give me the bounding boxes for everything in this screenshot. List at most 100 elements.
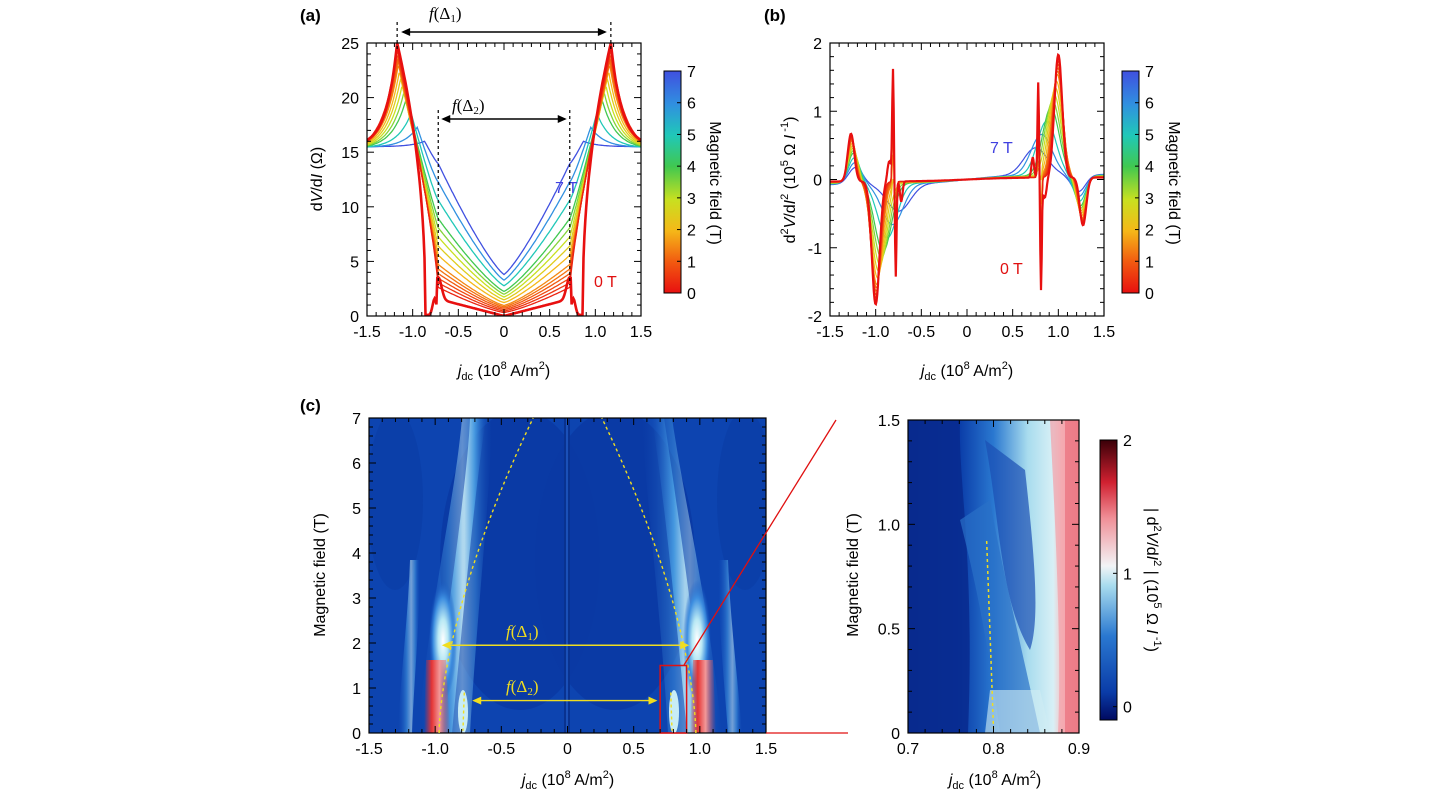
annotation-delta1-c: f(Δ1) [506,622,539,643]
plot-a-xlabel: jdc (108 A/m2) [456,360,550,383]
y-tick-label: 15 [341,145,359,162]
colorbar-tick-label: 2 [1123,433,1132,450]
colorbar-tick-label: 0 [687,286,696,303]
colorbar-tick-label: 1 [687,254,696,271]
heatmap-zoom [908,420,1079,733]
x-tick-label: 0 [500,324,509,341]
y-tick-label: 2 [813,36,822,53]
colorbar-tick-label: 4 [687,159,696,176]
annotation-delta2-a: f(Δ2) [452,96,485,117]
heatmap-main-ticks: -1.5 -1.0 -0.5 0 0.5 1.0 1.5 0 1 2 3 4 5 6 7 [352,411,777,758]
curve-a-5T [367,112,641,287]
y-tick-label: 1.5 [878,413,900,430]
colorbar-tick-label: 6 [687,96,696,113]
arrow-delta1-c-head-left [441,641,451,650]
y-tick-label: -1 [808,241,822,258]
y-tick-label: 20 [341,91,359,108]
x-tick-label: 0 [963,324,972,341]
x-tick-label: 1.5 [755,741,777,758]
xlabel-units: (10 [477,363,500,380]
colorbar-a-ticks: 0 1 2 3 4 5 6 7 [677,64,696,303]
colorbar-tick-label: 0 [1145,286,1154,303]
svg-text:jdc (108 A/m2): jdc (108 A/m2) [919,360,1013,383]
heatmap-main-xlabel: jdc (108 A/m2) [520,769,614,792]
colorbar-c [1099,439,1118,721]
y-tick-label: 1 [813,104,822,121]
colorbar-b [1121,70,1140,294]
annotation-delta2-c: f(Δ2) [506,677,539,698]
y-tick-label: 0 [350,309,359,326]
colorbar-c-label: | d2V/dI2 | (105 Ω I -1) [1143,508,1163,652]
heatmap-main-ylabel: Magnetic field (T) [312,513,329,637]
arrow-delta2-c-head-right [648,696,658,705]
label-7T-b: 7 T [990,140,1013,157]
colorbar-tick-label: 4 [1145,159,1154,176]
curve-b-0T [830,52,1104,307]
y-tick-label: 1 [352,681,361,698]
xlabel-sub: dc [461,371,473,383]
colorbar-tick-label: 7 [687,64,696,81]
x-tick-label: 0 [563,741,572,758]
curve-a-4T [367,98,641,293]
y-tick-label: 6 [352,456,361,473]
plot-a-ylabel: dV/dI (Ω) [309,147,326,211]
colorbar-tick-label: 6 [1145,96,1154,113]
y-tick-label: -2 [808,309,822,326]
y-tick-label: 5 [352,501,361,518]
x-tick-label: -1.0 [421,741,449,758]
arrow-delta1-c-head-right [680,641,690,650]
x-tick-label: -1.5 [816,324,844,341]
label-0T-a: 0 T [594,274,617,291]
y-tick-label: 25 [341,36,359,53]
colorbar-b-label: Magnetic field (T) [1165,121,1182,245]
x-tick-label: 1.0 [1047,324,1069,341]
x-tick-label: 0.5 [1002,324,1024,341]
guide-delta2-c [670,692,673,731]
plot-b-ticks: -1.5 -1.0 -0.5 0 0.5 1.0 1.5 -2 -1 0 1 2 [808,36,1115,341]
plot-b-xlabel: jdc (108 A/m2) [919,360,1013,383]
svg-text:jdc (108 A/m2): jdc (108 A/m2) [947,769,1041,792]
y-tick-label: 7 [352,411,361,428]
x-tick-label: 0.5 [539,324,561,341]
colorbar-tick-label: 1 [1123,566,1132,583]
colorbar-tick-label: 5 [687,127,696,144]
colorbar-tick-label: 2 [687,223,696,240]
guide-delta2-zoom [985,540,995,729]
arrow-delta1-a-head-left [401,28,411,36]
guide-delta2-c [462,692,465,731]
x-tick-label: 0.9 [1068,741,1090,758]
y-tick-label: 3 [352,591,361,608]
x-tick-label: 0.5 [623,741,645,758]
heatmap-zoom-xlabel: jdc (108 A/m2) [947,769,1041,792]
y-tick-label: 2 [352,636,361,653]
plot-b-ylabel: d2V/dI2 (105 Ω I -1) [779,117,799,244]
y-tick-label: 0.5 [878,622,900,639]
arrow-delta2-c-head-left [472,696,482,705]
svg-text:jdc (108 A/m2): jdc (108 A/m2) [520,769,614,792]
heatmap-zoom-annotations [985,540,995,729]
y-tick-label: 5 [350,254,359,271]
x-tick-label: -1.5 [353,324,381,341]
x-tick-label: -0.5 [908,324,936,341]
zoom-connector-top [683,419,837,666]
plot-a-ticks: -1.5 -1.0 -0.5 0 0.5 1.0 1.5 0 5 10 15 20 25 [341,36,652,341]
colorbar-c-ticks: 0 1 2 [1113,433,1132,717]
colorbar-tick-label: 3 [1145,191,1154,208]
x-tick-label: -0.5 [445,324,473,341]
arrow-delta2-a-head-left [441,115,451,123]
y-tick-label: 10 [341,200,359,217]
y-tick-label: 0 [891,726,900,743]
y-tick-label: 1.0 [878,517,900,534]
y-tick-label: 4 [352,546,361,563]
curve-a-3.5T [367,93,641,295]
colorbar-a-label: Magnetic field (T) [706,121,723,245]
colorbar-b-ticks: 0 1 2 3 4 5 6 7 [1135,64,1154,303]
x-tick-label: -0.5 [488,741,516,758]
x-tick-label: 0.8 [982,741,1004,758]
x-tick-label: 1.0 [689,741,711,758]
x-tick-label: -1.0 [862,324,890,341]
panel-b-label: (b) [764,6,786,25]
heatmap-zoom-ylabel: Magnetic field (T) [845,513,862,637]
label-0T-b: 0 T [1000,261,1023,278]
svg-text:jdc (108 A/m2): jdc (108 A/m2) [456,360,550,383]
